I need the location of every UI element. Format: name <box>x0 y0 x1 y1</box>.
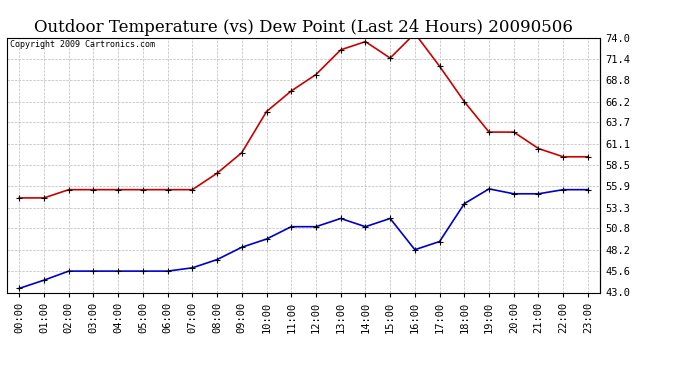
Title: Outdoor Temperature (vs) Dew Point (Last 24 Hours) 20090506: Outdoor Temperature (vs) Dew Point (Last… <box>34 19 573 36</box>
Text: Copyright 2009 Cartronics.com: Copyright 2009 Cartronics.com <box>10 40 155 49</box>
